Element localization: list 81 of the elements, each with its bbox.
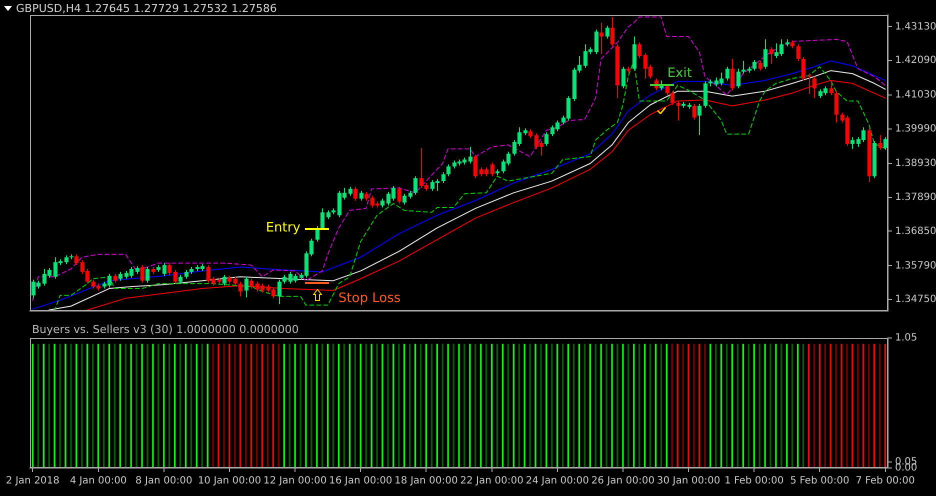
x-tick-label: 2 Jan 2018 xyxy=(6,476,60,487)
candlestick xyxy=(764,38,768,70)
y-tick-label: 1.05 xyxy=(895,332,918,344)
candlestick xyxy=(222,274,226,286)
candlestick xyxy=(812,76,816,99)
candlestick xyxy=(250,278,254,290)
candlestick xyxy=(752,59,756,72)
candlestick xyxy=(320,208,324,230)
candlestick xyxy=(360,190,364,202)
candlestick xyxy=(796,44,800,62)
candlestick xyxy=(622,66,626,89)
candlestick xyxy=(446,164,450,177)
candlestick xyxy=(802,56,806,81)
candlestick xyxy=(742,60,746,74)
candlestick xyxy=(168,262,172,276)
candlestick xyxy=(474,154,478,179)
candlestick xyxy=(830,80,834,96)
candlestick xyxy=(544,132,548,146)
x-tick-label: 4 Jan 00:00 xyxy=(70,476,127,487)
candlestick xyxy=(600,22,604,55)
candlestick xyxy=(676,100,680,122)
y-tick-label: 1.42090 xyxy=(895,55,936,66)
x-tick-label: 18 Jan 00:00 xyxy=(394,476,458,487)
candlestick xyxy=(730,58,734,91)
x-tick-label: 8 Jan 00:00 xyxy=(135,476,192,487)
candlestick xyxy=(490,162,494,177)
x-tick-label: 5 Feb 00:00 xyxy=(790,476,850,487)
annotation: Exit xyxy=(667,66,692,81)
x-tick-label: 10 Jan 00:00 xyxy=(198,476,262,487)
x-tick-label: 7 Feb 00:00 xyxy=(856,476,915,487)
x-tick-label: 1 Feb 00:00 xyxy=(724,476,784,487)
y-tick-label: 0.00 xyxy=(895,462,918,474)
candlestick xyxy=(606,25,610,39)
candlestick xyxy=(140,264,144,284)
y-tick-label: 1.41030 xyxy=(895,90,936,101)
y-tick-label: 1.38930 xyxy=(895,158,936,170)
y-tick-label: 1.37890 xyxy=(895,192,936,203)
y-tick-label: 1.39990 xyxy=(895,124,936,135)
candlestick xyxy=(638,42,642,58)
candlestick xyxy=(698,103,702,136)
candlestick xyxy=(174,269,178,284)
candlestick xyxy=(850,136,854,150)
x-tick-label: 24 Jan 00:00 xyxy=(526,476,590,487)
x-tick-label: 16 Jan 00:00 xyxy=(328,476,392,487)
candlestick xyxy=(162,262,166,276)
x-tick-label: 26 Jan 00:00 xyxy=(591,476,655,487)
candlestick xyxy=(770,46,774,64)
candlestick xyxy=(670,90,674,106)
candlestick xyxy=(666,84,670,96)
candlestick xyxy=(808,73,812,95)
candlestick xyxy=(278,279,282,305)
candlestick xyxy=(146,266,150,284)
candlestick xyxy=(442,172,446,184)
candlestick xyxy=(354,186,358,202)
candlestick xyxy=(610,16,614,47)
x-tick-label: 12 Jan 00:00 xyxy=(263,476,327,487)
y-tick-label: 1.34750 xyxy=(895,294,936,306)
candlestick xyxy=(726,66,730,81)
candlestick xyxy=(758,60,762,72)
candlestick xyxy=(398,186,402,204)
y-tick-label: 1.35790 xyxy=(895,260,936,272)
candlestick xyxy=(692,103,696,120)
candlestick xyxy=(244,276,248,298)
chart-title: GBPUSD,H4 1.27645 1.27729 1.27532 1.27586 xyxy=(16,2,277,15)
chart-title: Buyers vs. Sellers v3 (30) 1.0000000 0.0000000 xyxy=(32,323,299,336)
candlestick xyxy=(402,193,406,206)
x-tick-label: 22 Jan 00:00 xyxy=(460,476,524,487)
annotation: Stop Loss xyxy=(338,290,401,306)
candlestick xyxy=(594,29,598,55)
y-tick-label: 1.36850 xyxy=(895,226,936,237)
y-tick-label: 1.43130 xyxy=(895,21,936,32)
candlestick xyxy=(878,134,882,150)
candlestick xyxy=(468,146,472,164)
candlestick xyxy=(736,68,740,89)
candlestick xyxy=(74,254,78,266)
annotation: Entry xyxy=(266,220,301,236)
candlestick xyxy=(238,281,242,297)
candlestick xyxy=(704,80,708,108)
x-tick-label: 30 Jan 00:00 xyxy=(656,476,720,487)
candlestick xyxy=(414,176,418,196)
candlestick xyxy=(834,90,838,123)
